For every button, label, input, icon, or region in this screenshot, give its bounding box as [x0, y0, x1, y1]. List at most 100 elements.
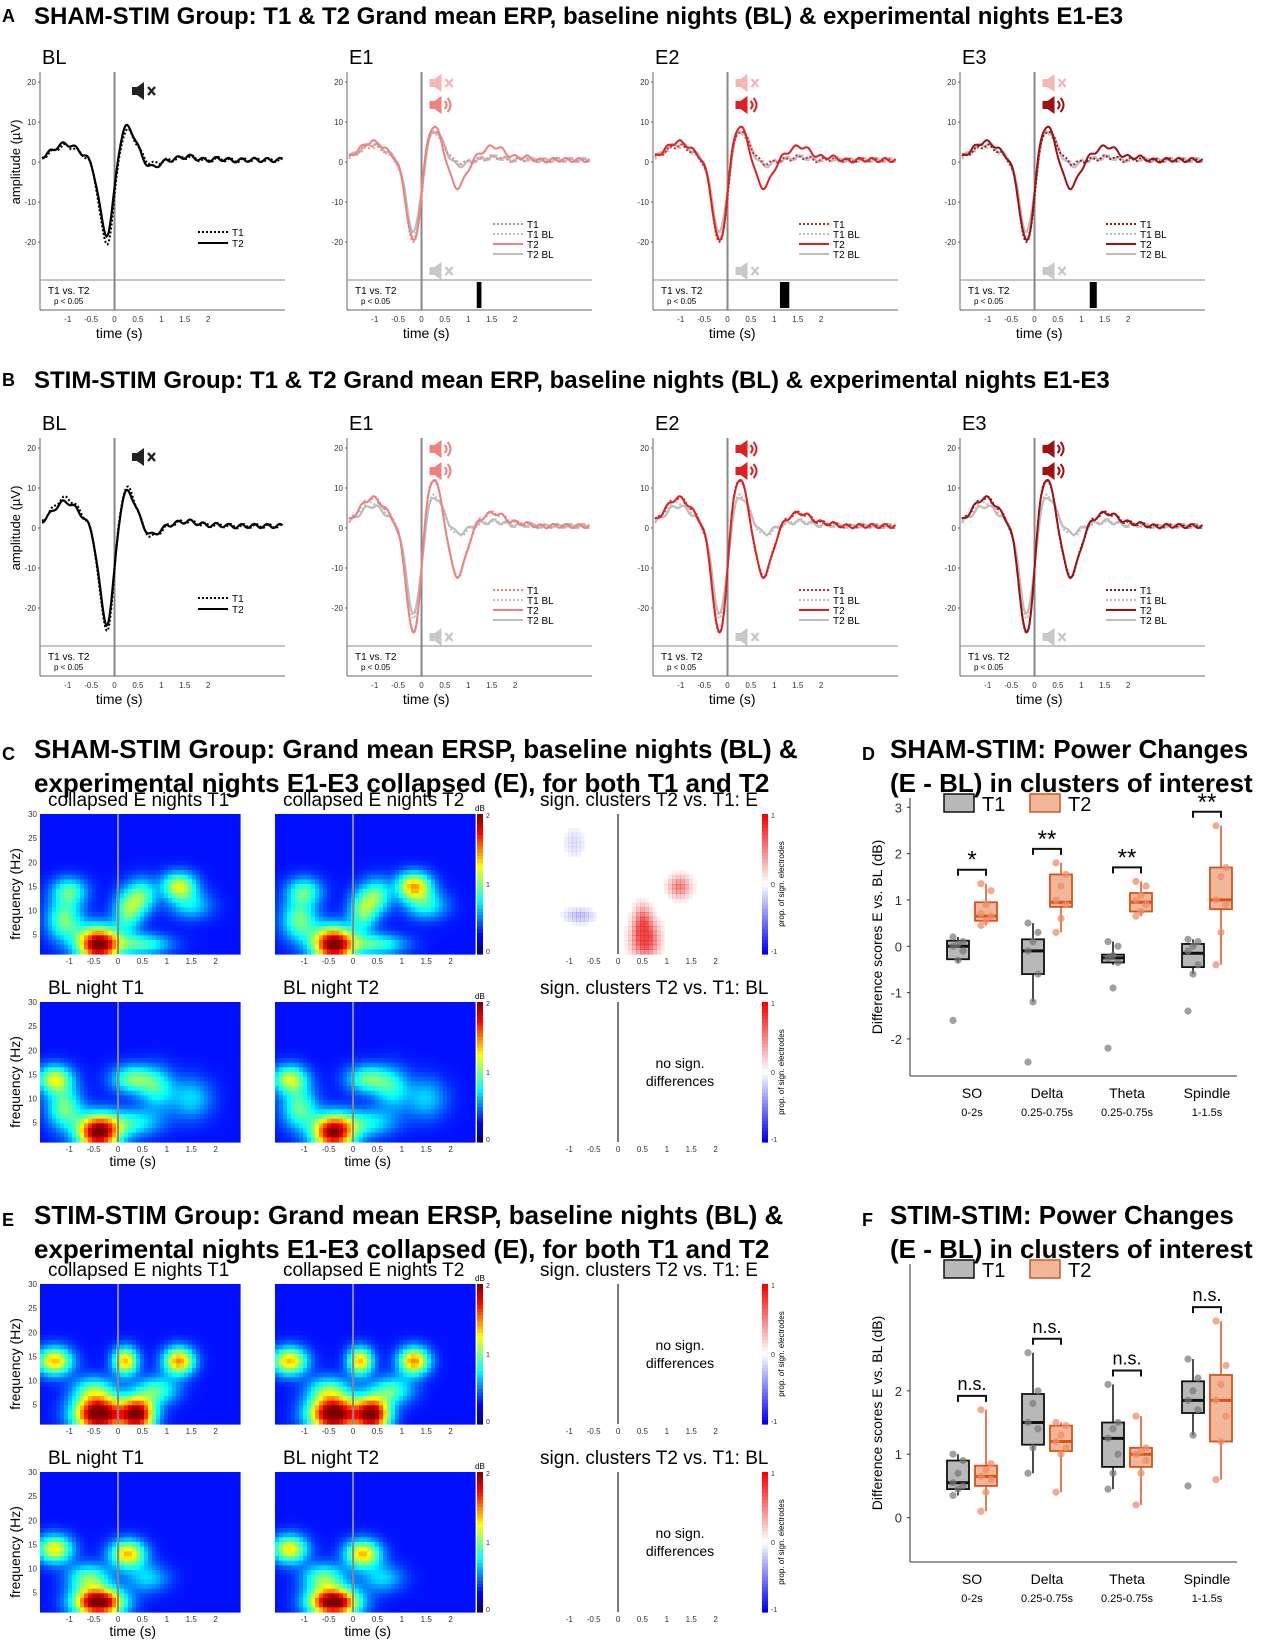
legend-label: T2 [1068, 794, 1091, 816]
x-tick-label: 0 [1032, 315, 1037, 324]
data-point [1132, 1501, 1139, 1508]
data-point [1052, 929, 1059, 936]
y-tick-label: 25 [28, 1492, 37, 1501]
x-tick-label: -1 [66, 957, 74, 966]
y-tick-label: -10 [331, 564, 343, 573]
x-tick-label: 0 [1032, 681, 1037, 690]
speaker-icon [736, 96, 757, 114]
y-tick-label: 15 [28, 882, 37, 891]
colorbar-label: prop. of sign. electrodes [777, 841, 786, 926]
x-tick-label: 0.5 [637, 1427, 649, 1436]
y-tick-label: 0 [952, 158, 957, 167]
x-tick-label: 0.5 [1052, 681, 1064, 690]
panel-title: SHAM-STIM: Power Changes [890, 732, 1248, 766]
x-tick-label: -1 [984, 315, 992, 324]
x-tick-label: -1 [566, 1145, 574, 1154]
colorbar-tick: 1 [771, 1001, 775, 1008]
data-point [1109, 984, 1116, 991]
sig-label: n.s. [1032, 1317, 1061, 1337]
panel-letter: F [862, 1210, 873, 1231]
x-tick-label: 0.5 [745, 315, 757, 324]
legend-swatch-t1 [944, 794, 974, 812]
legend-label: T1 [982, 1260, 1005, 1282]
data-point [959, 1482, 966, 1489]
x-tick-label: 2 [213, 1145, 218, 1154]
y-tick-label: 1 [895, 1447, 902, 1462]
map-title: collapsed E nights T1 [48, 1260, 229, 1281]
colorbar-label: dB [475, 804, 485, 813]
x-tick-label: -1 [64, 681, 72, 690]
legend-label: T2 [232, 239, 244, 250]
y-axis-label: Difference scores E vs. BL (dB) [869, 840, 885, 1035]
panel-title: STIM-STIM: Power Changes [890, 1198, 1234, 1232]
x-tick-label: 1.5 [792, 315, 804, 324]
y-tick-label: 30 [28, 1280, 37, 1289]
data-point [1212, 822, 1219, 829]
y-tick-label: 25 [28, 1304, 37, 1313]
data-point [1024, 947, 1031, 954]
x-tick-label: -0.5 [322, 957, 336, 966]
y-tick-label: 10 [640, 118, 649, 127]
stat-p-label: p < 0.05 [361, 297, 391, 306]
colorbar-tick: 2 [486, 813, 490, 820]
y-tick-label: 5 [33, 931, 38, 940]
x-tick-label: -0.5 [87, 957, 101, 966]
x-tick-label: 1 [400, 1615, 405, 1624]
data-point [1052, 896, 1059, 903]
erp-line-t2 [42, 490, 283, 626]
y-tick-label: 10 [28, 1377, 37, 1386]
speaker-mute-icon [1043, 628, 1066, 646]
colorbar-tick: 0 [771, 882, 775, 889]
x-tick-label: -1 [566, 1615, 574, 1624]
x-tick-label: 1.5 [186, 957, 198, 966]
x-tick-label: 1.5 [686, 1145, 698, 1154]
data-point [1057, 1432, 1064, 1439]
x-tick-label: 2 [213, 957, 218, 966]
ersp-heatmap [40, 1284, 241, 1425]
erp-line-t2 [42, 125, 283, 236]
x-tick-label: 1 [466, 681, 471, 690]
erp-line-t1 [42, 129, 283, 245]
x-tick-label: -0.5 [87, 1427, 101, 1436]
x-tick-label: -0.5 [1004, 681, 1018, 690]
x-tick-label: 1 [772, 315, 777, 324]
stat-label: T1 vs. T2 [48, 652, 90, 663]
data-point [1194, 938, 1201, 945]
ersp-heatmap [275, 1472, 476, 1613]
x-axis-label: time (s) [1016, 691, 1063, 707]
y-tick-label: 20 [947, 444, 956, 453]
colorbar-tick: 0 [771, 1070, 775, 1077]
x-axis-label: time (s) [96, 325, 143, 341]
y-tick-label: -10 [637, 198, 649, 207]
data-point [1052, 1419, 1059, 1426]
x-tick-label: 2 [1126, 315, 1131, 324]
subplot-title: E2 [655, 413, 679, 435]
x-tick-label: -0.5 [587, 1145, 601, 1154]
y-tick-label: 20 [27, 444, 36, 453]
colorbar-label: dB [475, 1462, 485, 1471]
x-tick-label: 0.5 [637, 1145, 649, 1154]
y-tick-label: -20 [331, 604, 343, 613]
y-tick-label: -20 [944, 238, 956, 247]
no-sig-text: differences [646, 1073, 714, 1089]
x-tick-label: 0.5 [637, 1615, 649, 1624]
sig-label: ** [1038, 826, 1057, 853]
x-tick-label: 1 [159, 681, 164, 690]
sig-bar [780, 282, 789, 308]
colorbar-tick: 1 [771, 1471, 775, 1478]
speaker-mute-icon [430, 262, 453, 280]
x-tick-label: 2 [713, 1615, 718, 1624]
data-point [954, 1470, 961, 1477]
erp-line-t2 [655, 127, 896, 240]
y-axis-label: Difference scores E vs. BL (dB) [869, 1316, 885, 1511]
cluster-map: no sign.differences [618, 1472, 714, 1612]
panel-title: STIM-STIM Group: Grand mean ERSP, baseli… [34, 1198, 783, 1232]
speaker-icon [1043, 96, 1064, 114]
x-tick-label: 2 [713, 1145, 718, 1154]
x-tick-label: -1 [66, 1427, 74, 1436]
data-point [1194, 1406, 1201, 1413]
